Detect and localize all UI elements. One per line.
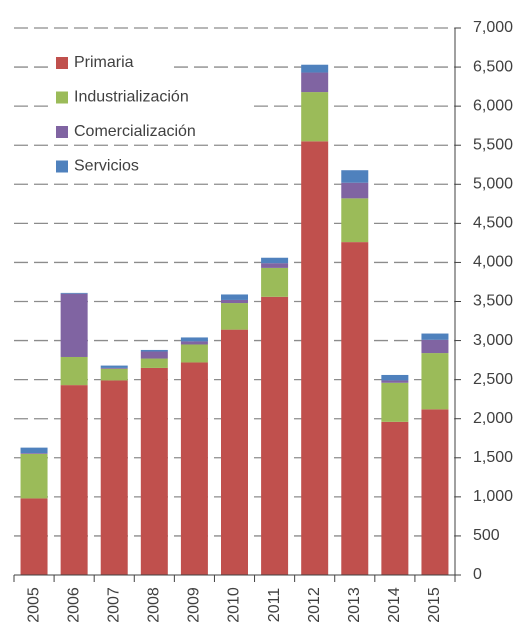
bar-segment (301, 64, 329, 73)
legend-background (48, 120, 248, 144)
x-tick-label: 2009 (186, 587, 203, 623)
bar-segment (381, 382, 409, 422)
y-tick-label: 1,000 (473, 488, 513, 505)
legend-item: Industrialización (48, 85, 248, 110)
y-tick-label: 6,000 (473, 97, 513, 114)
legend-label: Primaria (74, 54, 134, 71)
bar-segment (341, 182, 369, 199)
bar-segment (180, 344, 208, 363)
y-tick-label: 3,500 (473, 293, 513, 310)
legend-label: Comercialización (74, 123, 196, 140)
bar-segment (221, 303, 248, 330)
bar-segment (221, 294, 248, 300)
x-tick-label: 2008 (146, 587, 163, 623)
bar-segment (341, 242, 369, 575)
bar-segment (100, 380, 128, 575)
bar-segment (261, 263, 289, 268)
bar-segment (421, 339, 449, 354)
y-tick-label: 7,000 (473, 19, 513, 36)
y-tick-label: 2,500 (473, 371, 513, 388)
x-tick-label: 2006 (65, 587, 82, 623)
bar-segment (341, 198, 369, 243)
bar-segment (60, 292, 88, 294)
legend-label: Servicios (74, 158, 139, 175)
bar-segment (421, 353, 449, 410)
bar-segment (381, 374, 409, 381)
bar-segment (100, 365, 128, 368)
x-tick-label: 2012 (306, 587, 323, 623)
bar-segment (381, 421, 409, 575)
bar-segment (140, 358, 168, 368)
bar-segment (180, 341, 208, 345)
y-tick-label: 3,000 (473, 332, 513, 349)
bar-segment (301, 92, 329, 142)
bar-segment (261, 296, 289, 575)
legend-item: Comercialización (48, 120, 248, 144)
bar-segment (381, 380, 409, 383)
bar-segment (20, 498, 48, 575)
y-tick-label: 500 (473, 527, 500, 544)
bar-segment (301, 72, 329, 93)
y-tick-label: 1,500 (473, 449, 513, 466)
bar-segment (20, 453, 48, 499)
legend-label: Industrialización (74, 89, 189, 106)
legend-swatch (56, 91, 68, 104)
bar-segment (100, 367, 128, 369)
legend-swatch (56, 57, 68, 69)
bar-segment (180, 337, 208, 342)
bar-segment (221, 329, 248, 575)
bar-segment (20, 453, 48, 454)
x-tick-label: 2015 (426, 587, 443, 623)
y-tick-label: 4,000 (473, 254, 513, 271)
bar-segment (301, 141, 329, 576)
bar-segment (20, 447, 48, 454)
bar-segment (60, 293, 88, 357)
bar-segment (421, 333, 449, 340)
legend-item: Primaria (48, 51, 168, 75)
bar-segment (180, 362, 208, 575)
x-tick-label: 2013 (346, 587, 363, 623)
bar-segment (60, 385, 88, 575)
x-tick-label: 2011 (266, 588, 283, 623)
y-tick-label: 5,500 (473, 136, 513, 153)
y-tick-label: 5,000 (473, 176, 513, 193)
y-tick-label: 2,000 (473, 410, 513, 427)
bar-segment (261, 257, 289, 264)
bar-segment (261, 267, 289, 297)
y-tick-label: 6,500 (473, 58, 513, 75)
legend-swatch (56, 160, 68, 173)
bar-segment (140, 351, 168, 359)
y-tick-label: 0 (473, 566, 482, 583)
bar-segment (341, 170, 369, 183)
x-tick-label: 2010 (226, 587, 243, 623)
x-tick-label: 2005 (25, 587, 42, 623)
legend-background (48, 85, 248, 110)
bar-segment (140, 349, 168, 352)
legend-swatch (56, 126, 68, 138)
x-tick-label: 2014 (386, 587, 403, 623)
bar-segment (221, 299, 248, 304)
y-tick-label: 4,500 (473, 215, 513, 232)
legend-item: Servicios (48, 154, 166, 179)
bar-segment (60, 356, 88, 386)
bar-segment (100, 368, 128, 381)
bar-segment (140, 367, 168, 575)
x-tick-label: 2007 (105, 587, 122, 623)
bar-segment (421, 409, 449, 575)
